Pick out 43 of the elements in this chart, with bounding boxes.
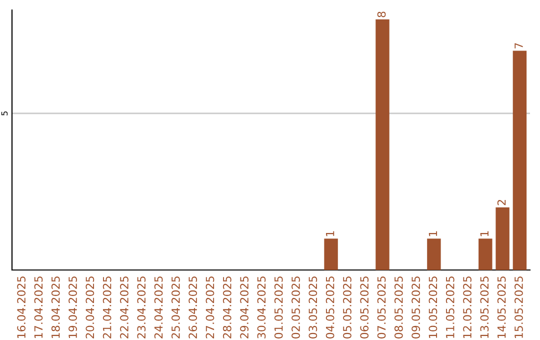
x-tick-label: 15.05.2025 xyxy=(514,276,523,338)
bar xyxy=(496,207,510,270)
data-label: 2 xyxy=(497,200,506,206)
x-tick-label: 29.04.2025 xyxy=(240,276,248,338)
x-tick-label: 17.04.2025 xyxy=(34,276,43,338)
x-tick-label: 09.05.2025 xyxy=(412,276,420,338)
x-tick-label: 08.05.2025 xyxy=(394,276,403,338)
bar xyxy=(478,238,492,270)
data-label: 1 xyxy=(428,231,438,236)
bar xyxy=(324,238,338,270)
x-tick-label: 07.05.2025 xyxy=(377,276,386,338)
x-tick-label: 28.04.2025 xyxy=(222,276,232,338)
x-tick-label: 25.04.2025 xyxy=(171,276,180,338)
x-tick-label: 30.04.2025 xyxy=(257,276,266,338)
bar xyxy=(376,19,390,270)
x-tick-label: 24.04.2025 xyxy=(154,276,163,338)
data-label: 8 xyxy=(377,12,386,18)
x-tick-label: 02.05.2025 xyxy=(292,276,300,338)
data-label: 1 xyxy=(326,231,334,236)
x-tick-label: 27.04.2025 xyxy=(206,276,214,338)
bar xyxy=(512,50,527,270)
bar xyxy=(427,238,441,270)
x-tick-label: 20.04.2025 xyxy=(86,276,94,338)
data-label: 7 xyxy=(514,43,523,48)
x-tick-label: 26.04.2025 xyxy=(188,276,198,338)
x-tick-label: 01.05.2025 xyxy=(274,276,283,338)
x-tick-label: 06.05.2025 xyxy=(360,276,369,338)
x-tick-label: 04.05.2025 xyxy=(326,276,334,338)
x-tick-label: 21.04.2025 xyxy=(102,276,112,338)
x-tick-label: 23.04.2025 xyxy=(137,276,146,338)
x-tick-label: 03.05.2025 xyxy=(308,276,318,338)
x-tick-label: 19.04.2025 xyxy=(68,276,77,338)
x-tick-label: 05.05.2025 xyxy=(343,276,352,338)
x-tick-label: 18.04.2025 xyxy=(51,276,60,338)
x-tick-label: 14.05.2025 xyxy=(497,276,506,338)
y-tick-label: 5 xyxy=(1,111,8,116)
x-tick-label: 10.05.2025 xyxy=(428,276,438,338)
x-tick-label: 11.05.2025 xyxy=(446,276,454,338)
x-tick-label: 22.04.2025 xyxy=(120,276,128,338)
data-label: 1 xyxy=(480,231,488,236)
x-tick-label: 12.05.2025 xyxy=(463,276,472,338)
x-tick-label: 13.05.2025 xyxy=(480,276,489,338)
x-tick-label: 16.04.2025 xyxy=(17,276,26,338)
